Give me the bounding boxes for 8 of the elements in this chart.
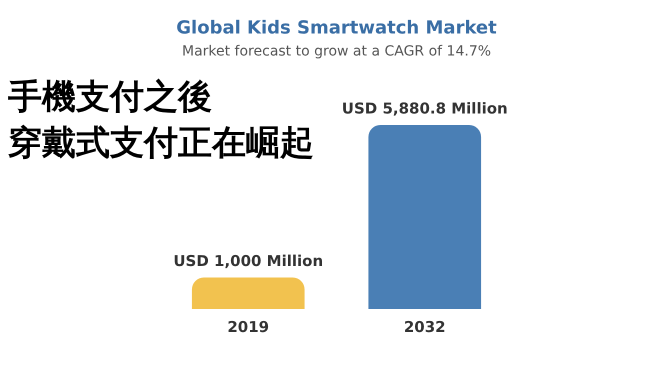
chart-title: Global Kids Smartwatch Market: [176, 17, 498, 38]
annotation: 穿戴式支付正在崛起: [8, 122, 314, 163]
text: 手機支付之後: [7, 76, 212, 117]
chart-subtitle: Market forecast to grow at a CAGR of 14.7%: [182, 44, 492, 60]
data-label: USD 5,880.8 Million: [342, 100, 508, 118]
data-label: USD 1,000 Million: [173, 252, 324, 270]
x-tick-label: 2019: [227, 318, 270, 336]
x-tick-label: 2032: [404, 318, 446, 336]
